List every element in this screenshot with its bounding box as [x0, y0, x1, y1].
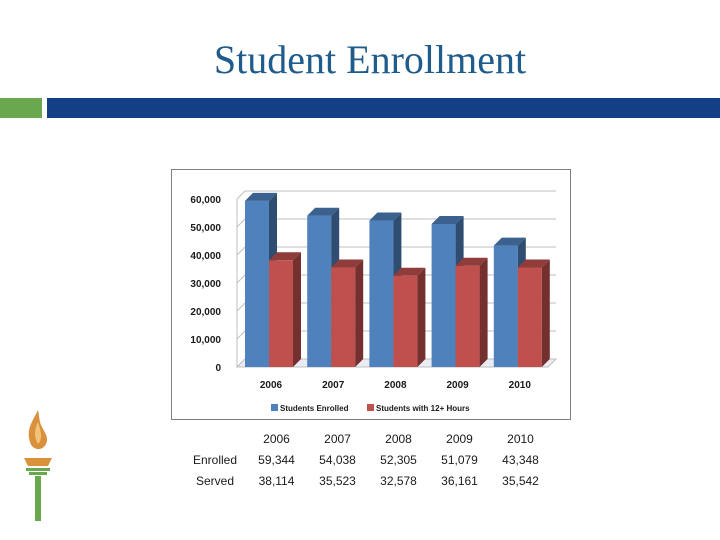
gridline-side	[236, 190, 246, 200]
y-tick-label: 40,000	[190, 251, 221, 262]
table-cell: 43,348	[502, 452, 539, 467]
bar-side	[479, 257, 488, 367]
y-tick-label: 0	[215, 363, 221, 374]
legend-label: Students Enrolled	[280, 404, 349, 413]
bar	[307, 215, 332, 367]
bar-side	[417, 267, 426, 367]
table-row: Served 38,114 35,523 32,578 36,161 35,54…	[184, 470, 551, 491]
y-tick-label: 50,000	[190, 223, 221, 234]
bar-top	[245, 192, 277, 201]
bar	[393, 275, 418, 367]
gridline-side	[236, 302, 246, 312]
bar	[493, 245, 518, 367]
y-tick-label: 30,000	[190, 279, 221, 290]
x-tick-label: 2009	[446, 380, 469, 391]
bar-top	[455, 257, 488, 266]
legend-swatch	[271, 404, 278, 411]
gridline-side	[236, 218, 246, 228]
legend-swatch	[367, 404, 374, 411]
bar	[455, 265, 480, 367]
table-col-header: 2009	[446, 431, 473, 446]
bar	[245, 200, 269, 367]
data-table: 2006 2007 2008 2009 2010 Enrolled 59,344…	[184, 428, 551, 491]
bar-top	[431, 215, 464, 224]
table-col-header: 2008	[385, 431, 412, 446]
table-cell: 38,114	[258, 473, 295, 488]
bar-top	[269, 252, 301, 261]
table-cell: 32,578	[380, 473, 417, 488]
y-tick-label: 10,000	[190, 335, 221, 346]
table-cell: 52,305	[380, 452, 417, 467]
table-cell: 35,523	[319, 473, 356, 488]
x-tick-label: 2010	[509, 380, 532, 391]
table-cell: 54,038	[319, 452, 356, 467]
table-cell: 35,542	[502, 473, 539, 488]
bar-side	[355, 259, 364, 367]
bar	[331, 267, 356, 367]
table-corner	[184, 428, 246, 449]
table-header-row: 2006 2007 2008 2009 2010	[184, 428, 551, 449]
bar-top	[307, 207, 340, 216]
table-cell: 51,079	[441, 452, 478, 467]
bar	[269, 260, 293, 367]
table-row-label: Enrolled	[192, 452, 238, 467]
bar	[369, 220, 394, 367]
bar-top	[393, 267, 426, 276]
bar-top	[493, 237, 526, 246]
y-tick-label: 20,000	[190, 307, 221, 318]
bar-side	[293, 252, 301, 367]
bar-top	[369, 212, 402, 221]
slide-title: Student Enrollment	[213, 37, 527, 82]
table-cell: 36,161	[441, 473, 478, 488]
bar	[431, 223, 456, 367]
x-tick-label: 2007	[322, 380, 345, 391]
bar-side	[541, 259, 550, 367]
gridline-side	[236, 246, 246, 256]
torch-icon	[24, 410, 52, 521]
gridline-side	[236, 274, 246, 284]
bar	[517, 267, 542, 367]
y-tick-label: 60,000	[190, 195, 221, 206]
legend-label: Students with 12+ Hours	[376, 404, 470, 413]
table-row-label: Served	[195, 473, 235, 488]
bar-top	[331, 259, 364, 268]
accent-bar-green	[0, 98, 42, 118]
gridline-side	[236, 330, 246, 340]
x-tick-label: 2006	[260, 380, 283, 391]
bar-top	[517, 259, 550, 268]
table-col-header: 2006	[263, 431, 290, 446]
table-col-header: 2010	[507, 431, 534, 446]
table-cell: 59,344	[258, 452, 295, 467]
table-col-header: 2007	[324, 431, 351, 446]
table-row: Enrolled 59,344 54,038 52,305 51,079 43,…	[184, 449, 551, 470]
x-tick-label: 2008	[384, 380, 407, 391]
accent-bar-blue	[47, 98, 720, 118]
